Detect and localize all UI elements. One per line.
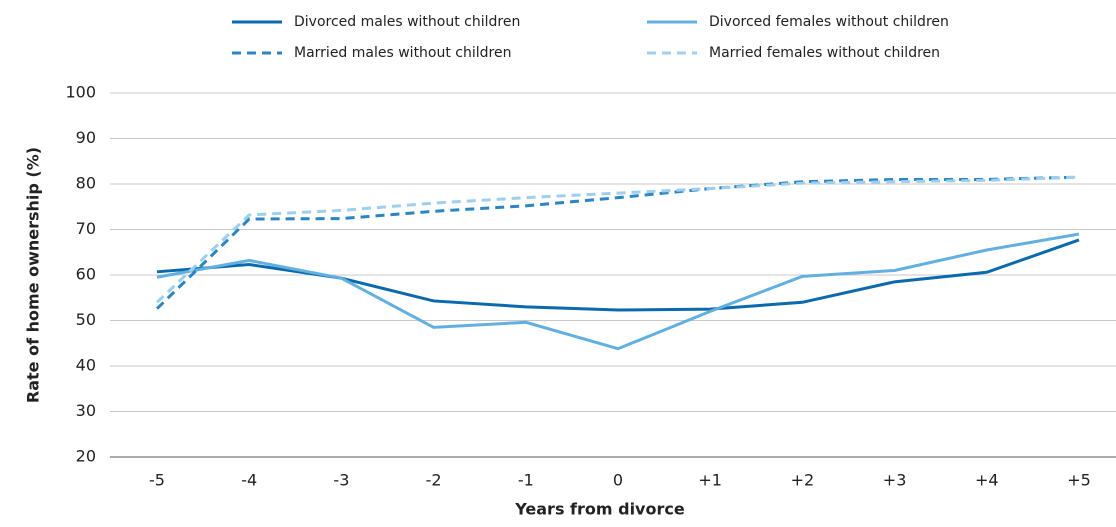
x-tick-label: -4: [241, 471, 257, 490]
y-tick-label: 70: [76, 219, 96, 238]
x-tick-label: -3: [333, 471, 349, 490]
y-tick-label: 60: [76, 265, 96, 284]
y-tick-label: 100: [65, 83, 96, 102]
x-tick-label: -1: [518, 471, 534, 490]
legend-label: Married females without children: [709, 45, 940, 61]
x-tick-label: +2: [791, 471, 815, 490]
y-tick-label: 40: [76, 356, 96, 375]
x-tick-label: -5: [149, 471, 165, 490]
y-axis-label: Rate of home ownership (%): [24, 147, 43, 403]
legend-label: Divorced females without children: [709, 14, 949, 30]
y-tick-label: 30: [76, 401, 96, 420]
y-tick-label: 90: [76, 128, 96, 147]
x-tick-label: +3: [883, 471, 907, 490]
legend-label: Divorced males without children: [294, 14, 520, 30]
y-tick-label: 80: [76, 174, 96, 193]
series-line: [155, 175, 1080, 310]
legend-label: Married males without children: [294, 45, 511, 61]
x-tick-label: +1: [698, 471, 722, 490]
y-tick-label: 20: [76, 447, 96, 466]
series-line: [156, 232, 1080, 351]
y-tick-label: 50: [76, 310, 96, 329]
x-tick-label: +4: [975, 471, 999, 490]
x-axis-label: Years from divorce: [514, 500, 685, 519]
x-tick-label: +5: [1067, 471, 1091, 490]
series-line: [155, 175, 1080, 304]
x-tick-label: 0: [613, 471, 623, 490]
x-tick-label: -2: [426, 471, 442, 490]
